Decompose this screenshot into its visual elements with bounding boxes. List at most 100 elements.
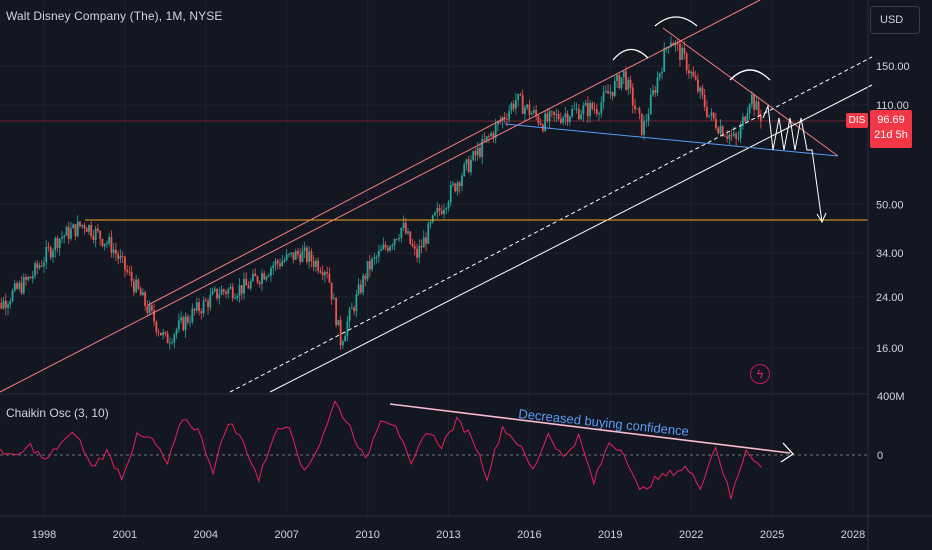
candle-down [692,71,695,77]
candle-down [679,43,681,60]
candle-up [332,298,335,300]
candle-down [207,300,209,308]
candle-up [470,160,472,173]
candle-down [474,151,477,156]
candle-down [157,331,160,333]
candle-down [339,319,342,346]
candle-up [202,300,205,314]
time-tick-label: 2022 [679,529,703,541]
candle-up [43,262,45,267]
candle-up [27,276,30,280]
candle-down [454,183,457,192]
candle-up [357,284,360,295]
candle-up [481,139,484,157]
candle-up [236,295,239,298]
time-tick-label: 2010 [355,529,379,541]
candle-up [148,305,151,313]
candle-down [519,93,522,96]
candle-up [739,125,742,138]
candle-up [681,47,684,60]
candle-up [452,183,454,185]
candle-down [306,247,308,262]
candle-up [171,342,173,344]
time-tick-label: 2007 [274,529,298,541]
candle-down [182,317,185,331]
candle-up [604,91,607,92]
candle-down [753,94,756,110]
candle-down [198,302,200,312]
candle-up [18,282,21,289]
candle-down [629,79,632,88]
currency-button[interactable]: USD [870,6,920,34]
candle-up [38,265,41,268]
candle-up [162,332,165,336]
candle-up [389,246,391,251]
oscillator-title[interactable]: Chaikin Osc (3, 10) [6,406,109,420]
candle-up [571,109,573,117]
candle-up [750,94,753,105]
candle-down [425,237,427,244]
candle-down [99,230,102,239]
candle-up [393,239,396,245]
candle-up [168,342,171,344]
candle-up [647,114,650,121]
candle-up [517,93,520,101]
candle-down [0,302,3,309]
candle-down [593,108,596,110]
candle-down [404,222,407,234]
candle-down [467,159,470,173]
candle-down [359,284,362,293]
osc-divergence-arrowhead [780,442,794,463]
candle-down [16,283,18,289]
candle-down [47,247,50,248]
candle-up [63,235,66,238]
candle-down [492,133,495,138]
candle-up [728,134,731,139]
candle-up [418,245,421,258]
candle-up [508,110,511,120]
candle-up [81,224,84,227]
candle-up [213,288,216,291]
candle-up [238,285,241,296]
time-tick-label: 1998 [32,529,56,541]
candle-up [13,283,16,291]
candle-up [737,137,740,139]
candle-up [461,175,463,187]
candle-up [748,104,751,114]
candle-up [620,77,623,88]
candle-down [618,74,621,88]
candle-up [373,257,376,259]
candle-up [227,288,230,294]
candle-down [712,112,715,119]
candle-down [310,251,313,262]
candle-up [294,251,297,260]
candle-down [546,113,549,121]
candle-up [9,301,12,305]
price-axis-labels: 150.00 110.00 50.00 34.00 24.00 16.00 [876,61,910,355]
right-shoulder-arc [729,69,771,81]
candle-down [595,109,598,114]
candle-down [730,134,733,136]
candle-up [175,329,178,335]
candle-down [521,95,524,115]
upper-trend-line [147,117,506,306]
candle-up [61,237,63,239]
candle-down [137,279,140,289]
candle-down [535,110,538,116]
candle-down [386,247,389,251]
lower-support-line [269,84,873,393]
candle-up [344,335,347,342]
candle-up [429,222,432,224]
candle-down [715,118,717,129]
candle-up [636,108,639,110]
candle-up [582,105,585,115]
candle-up [600,102,603,114]
candle-down [607,91,609,94]
flash-icon[interactable]: ϟ [750,364,770,384]
candle-up [229,286,232,289]
candle-up [434,212,436,216]
candle-up [443,209,445,214]
candle-up [76,221,79,237]
candle-up [315,260,317,267]
